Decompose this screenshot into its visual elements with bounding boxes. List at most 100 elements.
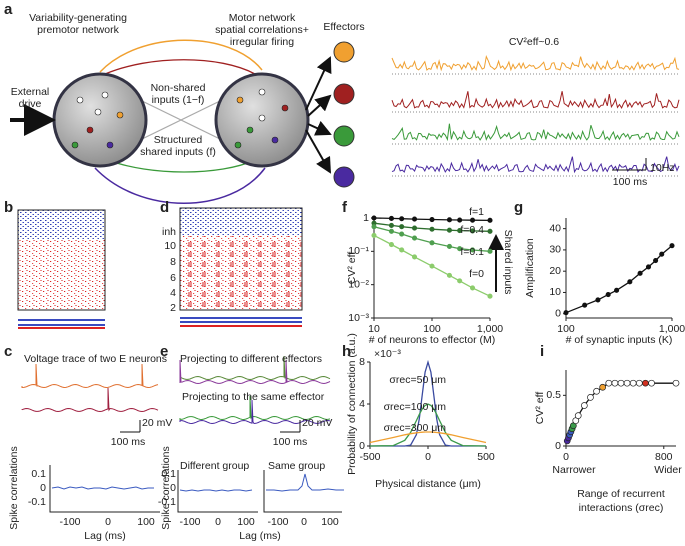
data-point [411, 235, 418, 241]
data-point [605, 292, 611, 298]
axes [565, 218, 672, 319]
y-tick-label: 8 [359, 356, 365, 368]
data-point [371, 232, 377, 238]
series-line [566, 382, 676, 442]
label: -100 [59, 516, 80, 528]
x-axis-label: # of neurons to effector (M) [369, 334, 495, 346]
label: 0 [170, 482, 176, 494]
annotation: ×10⁻³ [374, 348, 401, 360]
panel-label: i [540, 343, 544, 360]
label: inh [162, 226, 176, 238]
data-point [582, 302, 588, 308]
data-point [411, 225, 418, 231]
connection [107, 159, 256, 173]
label: Spike correlations [160, 446, 172, 529]
x-axis-label: Range of recurrent [577, 488, 665, 500]
label: 10 [164, 240, 176, 252]
label: 2 [170, 302, 176, 314]
y-tick-label: 30 [549, 244, 561, 256]
label: 0.1 [31, 468, 46, 480]
data-point [611, 379, 619, 387]
data-point [388, 241, 395, 248]
data-point [411, 216, 418, 222]
data-point [411, 254, 418, 260]
series-label: σrec=100 μm [384, 401, 447, 413]
x-tick-label: 10 [368, 323, 380, 335]
data-point [599, 383, 607, 391]
y-axis-label: Amplification [524, 238, 536, 298]
data-point [469, 285, 476, 291]
series-label: σrec=50 μm [389, 374, 446, 386]
label: 0 [215, 516, 221, 528]
label: 0.1 [161, 468, 176, 480]
y-tick-label: 0.5 [546, 389, 561, 401]
data-point [429, 216, 435, 223]
series-line [565, 245, 673, 314]
label: drive [19, 98, 42, 110]
y-tick-label: 10 [549, 286, 561, 298]
data-point [580, 402, 588, 409]
series-label: σrec=300 μm [384, 422, 447, 434]
data-point [371, 224, 377, 230]
label: Voltage trace of two E neurons [24, 353, 167, 365]
label: spatial correlations+ [215, 24, 309, 36]
connection [104, 59, 256, 75]
data-point [457, 217, 463, 223]
data-point [623, 379, 631, 387]
data-point [371, 215, 377, 221]
label: 100 ms [111, 436, 145, 448]
panel-label: e [160, 343, 168, 360]
raster-excitatory [180, 236, 302, 310]
voltage-trace [179, 359, 331, 385]
data-point [446, 272, 453, 278]
data-point [672, 379, 680, 387]
premotor-network [52, 72, 148, 168]
label: 0 [105, 516, 111, 528]
label: 10Hz [650, 162, 675, 174]
data-point [469, 228, 476, 234]
label: Lag (ms) [84, 530, 125, 542]
panel-label: d [160, 199, 169, 216]
voltage-trace [179, 399, 331, 425]
label: CV²eff~0.6 [509, 36, 559, 48]
panel-label: c [4, 343, 12, 360]
population-rate [18, 319, 105, 326]
series-label: f=0.4 [460, 224, 484, 236]
data-point [429, 226, 435, 232]
label: 100 [321, 516, 339, 528]
axes [49, 465, 342, 513]
label: Different group [180, 460, 249, 472]
label: Lag (ms) [239, 530, 280, 542]
frame [17, 209, 106, 311]
voltage-trace [21, 363, 159, 389]
series-line [369, 403, 487, 447]
effector [333, 166, 355, 188]
label: 8 [170, 256, 176, 268]
data-point [642, 379, 649, 387]
label: 100 [237, 516, 255, 528]
data-point [487, 248, 493, 254]
label: -0.1 [158, 496, 176, 508]
x-tick-label: 1,000 [659, 323, 685, 335]
labels: a b c d e f g h i Variability-generatingpremotor … [4, 1, 675, 542]
label: Projecting to different effectors [180, 353, 322, 365]
data-point [648, 379, 655, 387]
y-axis-label: Probability of connection (a.u.) [346, 333, 358, 475]
x-tick-label: 0 [563, 451, 569, 463]
label: 6 [170, 272, 176, 284]
data-point [587, 394, 594, 401]
x-end-label: Wider [654, 464, 682, 476]
label: 100 ms [273, 436, 307, 448]
voltage-traces [21, 355, 331, 425]
label: Same group [268, 460, 325, 472]
y-tick-label: 4 [359, 398, 365, 410]
label: -100 [179, 516, 200, 528]
series-label: f=0 [469, 268, 484, 280]
data-point [614, 287, 620, 293]
data-point [429, 240, 435, 246]
voltage-trace [21, 387, 159, 413]
panel-label: a [4, 1, 13, 18]
population-rate [180, 317, 302, 323]
data-point [446, 217, 453, 223]
